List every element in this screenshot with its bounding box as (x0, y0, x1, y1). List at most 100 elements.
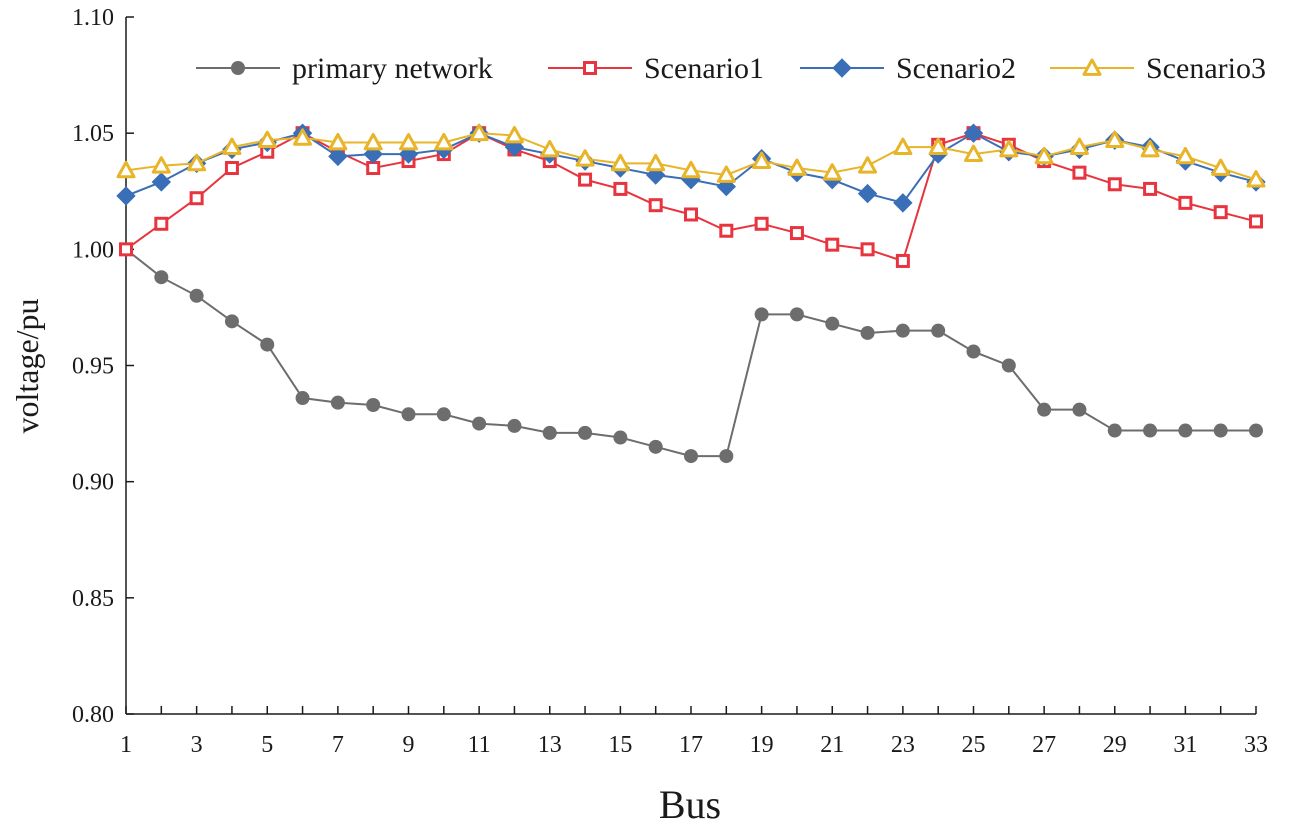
data-point-primary-network (401, 407, 416, 422)
x-tick-label: 19 (750, 732, 774, 758)
data-point-scenario3 (858, 156, 878, 174)
data-point-scenario1 (189, 191, 204, 206)
data-point-primary-network (366, 397, 381, 412)
data-point-scenario1 (684, 207, 698, 222)
data-point-scenario3 (752, 151, 772, 169)
data-point-scenario3 (822, 163, 842, 181)
y-tick-label: 0.95 (72, 354, 114, 380)
data-point-primary-network (472, 416, 487, 431)
data-point-legend-scenario3 (1082, 58, 1102, 76)
data-point-scenario3 (257, 130, 277, 149)
y-tick-label: 0.80 (72, 702, 114, 728)
data-point-scenario1 (789, 226, 804, 241)
data-point-primary-network (789, 307, 804, 322)
x-tick-label: 11 (468, 732, 491, 758)
x-tick-label: 17 (679, 732, 703, 758)
data-point-scenario3 (999, 139, 1019, 158)
legend-label: primary network (292, 52, 493, 85)
legend-item-scenario2: Scenario2 (800, 52, 1016, 85)
data-point-scenario3 (1246, 170, 1266, 188)
data-point-primary-network (507, 418, 522, 433)
data-point-scenario3 (399, 132, 418, 151)
data-point-legend-scenario2 (832, 58, 852, 78)
x-tick-label: 29 (1103, 732, 1127, 758)
data-point-primary-network (1001, 358, 1016, 373)
legend-item-scenario1: Scenario1 (548, 52, 764, 85)
data-point-primary-network (1178, 423, 1193, 438)
data-point-primary-network (295, 391, 310, 406)
y-tick-label: 0.90 (72, 470, 114, 496)
y-tick-label: 1.10 (72, 5, 114, 31)
data-point-scenario3 (187, 153, 207, 172)
data-point-primary-network (1107, 423, 1122, 438)
y-tick-label: 1.00 (72, 237, 114, 263)
data-point-scenario3 (964, 144, 983, 162)
legend: primary network Scenario1 Scenario2 Scenari… (196, 52, 1266, 85)
x-axis-title: Bus (659, 782, 721, 827)
legend-label: Scenario2 (896, 52, 1016, 85)
data-point-scenario3 (469, 123, 489, 142)
data-point-scenario2 (151, 172, 172, 192)
data-point-scenario1 (578, 172, 593, 187)
data-point-scenario1 (754, 216, 769, 231)
data-point-primary-network (224, 314, 239, 329)
data-point-scenario3 (540, 139, 560, 158)
data-point-scenario3 (434, 132, 454, 151)
data-point-scenario3 (787, 158, 807, 176)
data-point-primary-network (1249, 423, 1263, 438)
legend-label: Scenario3 (1146, 52, 1266, 85)
data-point-scenario1 (1178, 195, 1193, 210)
data-point-primary-network (825, 316, 840, 331)
legend-item-primary-network: primary network (196, 52, 493, 85)
data-point-primary-network (719, 449, 734, 464)
data-point-primary-network (260, 337, 275, 352)
series-scenario3 (116, 123, 1266, 188)
data-point-scenario3 (1069, 137, 1089, 156)
data-point-legend-scenario1 (583, 61, 597, 75)
x-tick-label: 7 (332, 732, 344, 758)
series-line-primary-network (125, 248, 1256, 458)
x-tick-label: 1 (120, 732, 132, 758)
data-point-scenario1 (224, 161, 239, 176)
series-scenario1 (119, 126, 1263, 268)
data-point-scenario1 (895, 253, 910, 268)
legend-item-scenario3: Scenario3 (1050, 52, 1266, 85)
data-point-scenario3 (893, 137, 913, 156)
data-point-primary-network (613, 430, 628, 445)
axes: 0.800.850.900.951.001.051.101 3 5 7 9 11 13 15 1… (72, 5, 1268, 758)
data-point-scenario1 (366, 161, 381, 176)
data-point-scenario1 (1213, 205, 1228, 220)
data-point-scenario3 (1105, 130, 1125, 149)
x-tick-label: 9 (403, 732, 415, 758)
x-tick-label: 13 (538, 732, 562, 758)
data-point-scenario1 (154, 216, 169, 231)
data-point-scenario3 (293, 128, 313, 146)
data-point-primary-network (860, 325, 875, 340)
data-point-primary-network (754, 307, 769, 322)
data-point-scenario3 (151, 156, 171, 174)
data-point-scenario3 (716, 165, 736, 183)
x-tick-label: 33 (1244, 732, 1268, 758)
data-point-primary-network (189, 288, 204, 303)
x-tick-label: 25 (962, 732, 986, 758)
data-point-scenario3 (116, 160, 136, 179)
data-point-primary-network (330, 395, 345, 410)
data-point-primary-network (436, 407, 451, 422)
data-point-primary-network (154, 270, 169, 285)
data-point-scenario1 (648, 198, 663, 213)
series-primary-network (119, 242, 1263, 464)
x-tick-label: 23 (891, 732, 915, 758)
data-point-scenario3 (222, 137, 242, 156)
data-point-scenario1 (119, 242, 133, 257)
data-point-primary-network (578, 425, 593, 440)
data-point-primary-network (542, 425, 557, 440)
data-point-scenario3 (928, 137, 948, 156)
data-point-primary-network (648, 439, 663, 454)
x-tick-label: 15 (608, 732, 632, 758)
x-tick-label: 27 (1032, 732, 1056, 758)
data-point-scenario3 (681, 160, 701, 179)
y-tick-label: 0.85 (72, 586, 114, 612)
data-point-scenario3 (1175, 146, 1195, 165)
data-point-primary-network (1072, 402, 1087, 417)
